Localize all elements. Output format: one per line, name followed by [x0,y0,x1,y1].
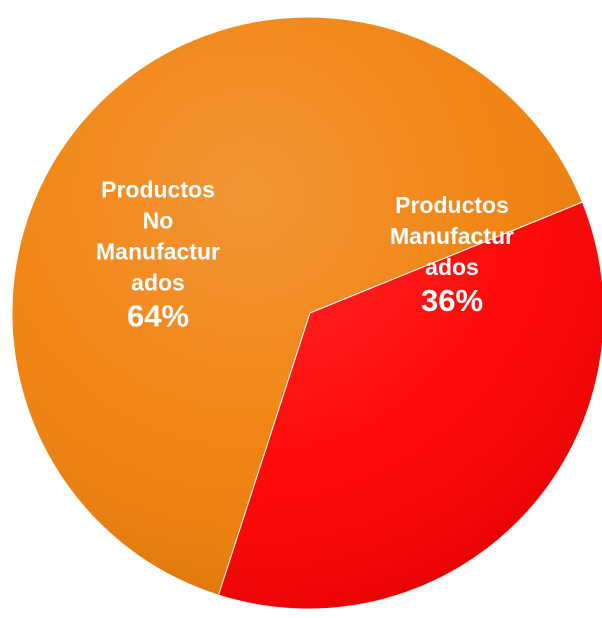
pie-slice-label-line: Productos [101,177,215,203]
pie-slice-label-line: Manufactur [390,223,514,249]
pie-slice-value-label: 64% [127,299,189,334]
pie-slice-label-line: ados [131,270,185,296]
pie-slice-label-1: Productos Manufactur ados 36% [390,192,514,318]
pie-slice-label-line: Productos [395,192,509,218]
pie-labels: Productos No Manufactur ados 64% Productos Man… [96,177,514,334]
pie-slice-label-line: ados [425,254,479,280]
pie-slice-label-line: No [143,208,174,234]
pie-slice-value-label: 36% [421,283,483,318]
pie-slice-label-0: Productos No Manufactur ados 64% [96,177,220,334]
pie-slice-label-line: Manufactur [96,239,220,265]
pie-slices [11,16,602,610]
